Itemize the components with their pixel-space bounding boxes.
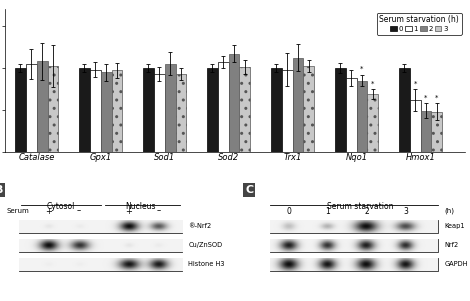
Bar xyxy=(399,68,410,152)
Text: Nrf2: Nrf2 xyxy=(444,242,459,248)
FancyBboxPatch shape xyxy=(270,239,438,252)
Bar xyxy=(26,64,37,152)
Bar xyxy=(368,94,378,152)
Text: ®-Nrf2: ®-Nrf2 xyxy=(188,223,212,229)
Text: *: * xyxy=(414,80,417,86)
Text: C: C xyxy=(245,185,253,195)
Bar xyxy=(143,68,154,152)
Bar xyxy=(282,70,292,152)
Text: –: – xyxy=(77,206,81,216)
Text: 2: 2 xyxy=(364,206,369,216)
Bar xyxy=(15,68,26,152)
Text: 0: 0 xyxy=(287,206,291,216)
FancyBboxPatch shape xyxy=(19,239,182,252)
Bar xyxy=(304,66,314,152)
Text: Nucleus: Nucleus xyxy=(125,202,156,211)
Bar xyxy=(90,70,101,152)
Text: Cu/ZnSOD: Cu/ZnSOD xyxy=(188,242,223,248)
FancyBboxPatch shape xyxy=(270,258,438,271)
Bar xyxy=(345,78,357,152)
FancyBboxPatch shape xyxy=(270,220,438,233)
Legend: 0, 1, 2, 3: 0, 1, 2, 3 xyxy=(376,13,462,35)
Text: GAPDH: GAPDH xyxy=(444,262,468,268)
Text: *: * xyxy=(360,66,364,72)
Bar xyxy=(164,64,175,152)
Text: (h): (h) xyxy=(444,208,454,214)
Bar xyxy=(292,58,304,152)
Text: 1: 1 xyxy=(326,206,330,216)
Text: –: – xyxy=(157,206,161,216)
Bar xyxy=(154,74,164,152)
Text: *: * xyxy=(371,80,375,86)
FancyBboxPatch shape xyxy=(19,220,182,233)
Bar xyxy=(240,67,251,152)
Text: *: * xyxy=(424,95,428,101)
Bar xyxy=(335,68,345,152)
Bar xyxy=(175,74,187,152)
FancyBboxPatch shape xyxy=(19,258,182,271)
Bar xyxy=(271,68,282,152)
Text: +: + xyxy=(125,206,132,216)
Text: Cytosol: Cytosol xyxy=(47,202,75,211)
Text: 3: 3 xyxy=(403,206,408,216)
Bar xyxy=(228,54,240,152)
Text: Serum: Serum xyxy=(7,208,30,214)
Text: B: B xyxy=(0,185,3,195)
Text: Histone H3: Histone H3 xyxy=(188,262,225,268)
Bar xyxy=(207,68,218,152)
Bar xyxy=(47,66,58,152)
Bar xyxy=(101,72,111,152)
Text: Keap1: Keap1 xyxy=(444,223,465,229)
Bar xyxy=(421,111,431,152)
Bar xyxy=(37,61,47,152)
Text: *: * xyxy=(435,95,439,101)
Text: +: + xyxy=(45,206,52,216)
Bar xyxy=(218,62,228,152)
Bar xyxy=(79,68,90,152)
Bar xyxy=(111,70,122,152)
Bar xyxy=(357,81,368,152)
Bar xyxy=(431,112,442,152)
Text: Serum starvation: Serum starvation xyxy=(327,202,394,211)
Bar xyxy=(410,100,421,152)
